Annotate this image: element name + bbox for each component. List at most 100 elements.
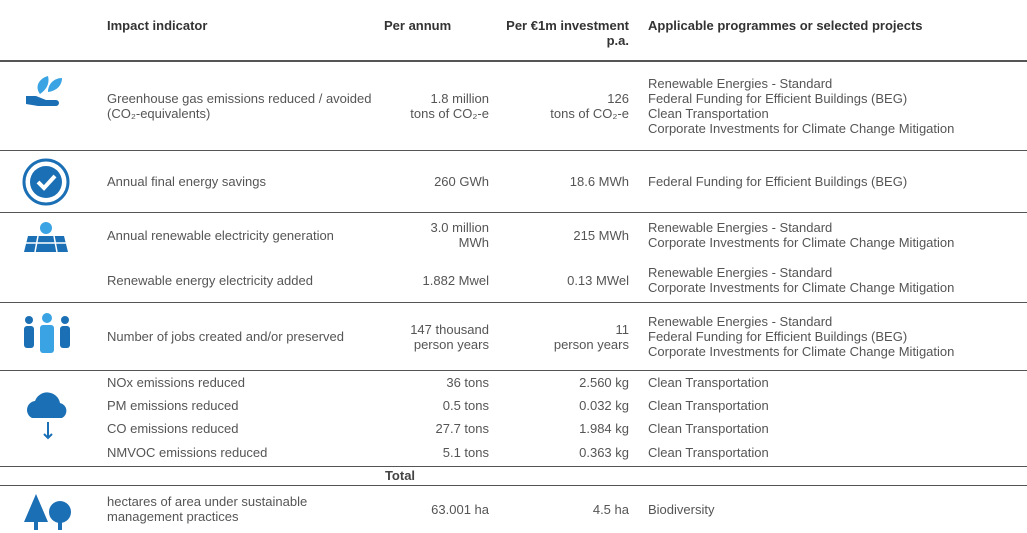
per-annum-text: tons of CO₂-e <box>410 106 489 121</box>
rule <box>0 150 1027 151</box>
per-1m-cell: 126 tons of CO₂-e <box>500 62 629 150</box>
per-1m-text: 2.560 kg <box>579 375 629 390</box>
per-1m-text: 126 <box>607 91 629 106</box>
indicator-cell: CO emissions reduced <box>107 417 372 440</box>
programmes-cell: Renewable Energies - Standard Federal Fun… <box>648 62 1026 150</box>
per-1m-text: 18.6 MWh <box>569 173 629 189</box>
icon-solar <box>24 222 68 253</box>
programme-text: Renewable Energies - Standard <box>648 314 833 329</box>
per-1m-cell: 2.560 kg <box>500 371 629 394</box>
header-cell: Applicable programmes or selected projec… <box>648 18 1018 58</box>
header-cell: Per annum <box>384 18 494 58</box>
indicator-text: Number of jobs created and/or preserved <box>107 329 345 344</box>
per-annum-text: 0.5 tons <box>442 398 489 413</box>
programme-text: Clean Transportation <box>648 444 769 460</box>
per-annum-text: 27.7 tons <box>435 421 490 436</box>
per-annum-cell: 1.882 Mwel <box>372 258 489 302</box>
header-text: Applicable programmes or selected projec… <box>648 18 923 33</box>
per-1m-cell: 1.984 kg <box>500 417 629 440</box>
indicator-text: hectares of area under sustainable manag… <box>107 494 308 524</box>
icon-cloud <box>27 392 67 440</box>
rule <box>0 60 1027 62</box>
per-1m-cell: 4.5 ha <box>500 485 629 533</box>
per-1m-text: person years <box>553 336 629 352</box>
per-annum-text: 63.001 ha <box>431 501 489 517</box>
per-annum-text: 147 thousand <box>410 321 489 337</box>
per-annum-text: person years <box>413 336 489 352</box>
per-annum-text: 1.882 Mwel <box>422 272 489 288</box>
per-1m-cell: 0.13 MWel <box>500 258 629 302</box>
indicator-text: Renewable energy electricity added <box>107 272 313 288</box>
per-1m-text: 0.032 kg <box>579 398 629 413</box>
programme-text: Corporate Investments for Climate Change… <box>648 235 955 250</box>
per-annum-text: 1.8 million <box>430 91 489 106</box>
indicator-text: PM emissions reduced <box>107 398 239 413</box>
programme-text: Renewable Energies - Standard <box>648 265 833 280</box>
icon-hand-leaf <box>26 76 62 106</box>
programme-text: Federal Funding for Efficient Buildings … <box>648 91 908 106</box>
programme-text: Corporate Investments for Climate Change… <box>648 344 955 359</box>
programme-text: Clean Transportation <box>648 421 769 436</box>
per-annum-text: 36 tons <box>446 375 489 390</box>
indicator-cell: Annual final energy savings <box>107 150 372 212</box>
per-annum-text: 260 GWh <box>434 173 489 189</box>
per-annum-cell: 147 thousand person years <box>372 303 489 370</box>
per-annum-cell: 260 GWh <box>372 150 489 212</box>
indicator-cell: NMVOC emissions reduced <box>107 440 372 464</box>
icon-trees <box>24 494 71 530</box>
per-annum-cell: 27.7 tons <box>372 417 490 440</box>
per-annum-cell: 0.5 tons <box>372 394 489 417</box>
header-text: Per annum <box>384 18 452 33</box>
programmes-cell: Biodiversity <box>648 485 1026 533</box>
per-annum-cell: 5.1 tons <box>372 440 489 464</box>
programmes-cell: Renewable Energies - Standard Corporate I… <box>648 258 1026 302</box>
icon-people <box>24 313 70 353</box>
per-1m-cell: 215 MWh <box>500 212 629 258</box>
per-annum-cell: 63.001 ha <box>372 485 489 533</box>
programmes-cell: Clean Transportation <box>648 371 1026 394</box>
per-1m-text: 1.984 kg <box>579 421 629 436</box>
indicator-text: Greenhouse gas emissions reduced / avoid… <box>107 91 372 121</box>
indicator-text: Annual renewable electricity generation <box>107 227 334 243</box>
programme-text: Renewable Energies - Standard <box>648 76 833 91</box>
indicator-cell: NOx emissions reduced <box>107 371 372 394</box>
per-1m-text: 215 MWh <box>573 227 629 243</box>
indicator-cell: Number of jobs created and/or preserved <box>107 303 372 370</box>
programme-text: Clean Transportation <box>648 375 769 390</box>
header-text: Impact indicator <box>107 18 208 33</box>
indicator-text: Annual final energy savings <box>107 173 266 189</box>
per-1m-cell: 11 person years <box>500 303 629 370</box>
programmes-cell: Clean Transportation <box>648 394 1026 417</box>
rule <box>0 212 1027 213</box>
indicator-text: NOx emissions reduced <box>107 375 245 390</box>
per-annum-cell: 36 tons <box>372 371 489 394</box>
header-text: Per €1m investment p.a. <box>506 18 629 48</box>
rule <box>0 302 1027 303</box>
icon-check <box>22 158 70 206</box>
indicator-text: NMVOC emissions reduced <box>107 444 268 460</box>
per-1m-cell: 18.6 MWh <box>500 150 629 212</box>
programme-text: Clean Transportation <box>648 398 769 413</box>
per-1m-cell: 0.363 kg <box>500 440 629 464</box>
per-1m-text: tons of CO₂-e <box>550 106 629 121</box>
per-1m-cell: 0.032 kg <box>500 394 629 417</box>
programme-text: Clean Transportation <box>648 106 769 121</box>
total-label: Total <box>384 468 416 483</box>
per-annum-text: MWh <box>458 235 489 250</box>
indicator-text: CO emissions reduced <box>107 421 239 436</box>
programme-text: Federal Funding for Efficient Buildings … <box>648 173 908 189</box>
programme-text: Corporate Investments for Climate Change… <box>648 121 955 136</box>
per-annum-cell: 3.0 million MWh <box>372 212 489 258</box>
indicator-cell: PM emissions reduced <box>107 394 372 417</box>
per-annum-text: 5.1 tons <box>442 444 489 460</box>
programme-text: Federal Funding for Efficient Buildings … <box>648 329 908 344</box>
programmes-cell: Clean Transportation <box>648 417 1026 440</box>
header-cell: Per €1m investment p.a. <box>505 18 629 58</box>
programme-text: Renewable Energies - Standard <box>648 220 833 235</box>
per-annum-text: 3.0 million <box>430 220 489 235</box>
per-1m-text: 0.363 kg <box>579 444 629 460</box>
per-1m-text: 11 <box>615 321 630 337</box>
programme-text: Corporate Investments for Climate Change… <box>648 280 955 295</box>
per-1m-text: 4.5 ha <box>592 501 629 517</box>
